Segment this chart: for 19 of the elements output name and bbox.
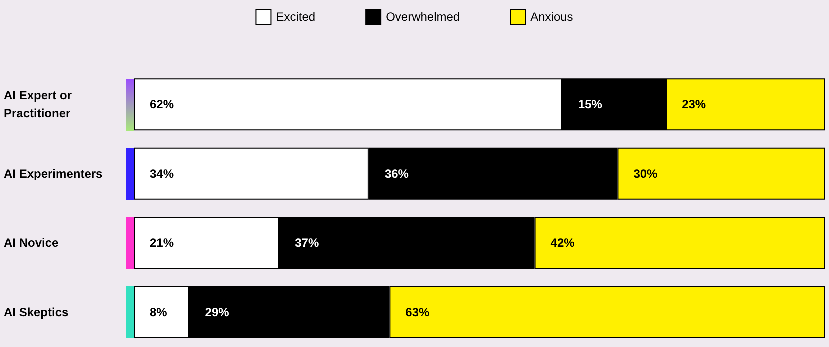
legend-label: Anxious (530, 10, 574, 24)
data-label: 63% (406, 305, 430, 320)
y-tick-label: AI Expert or Practitioner (4, 88, 76, 121)
data-label: 36% (384, 166, 410, 181)
data-label: 15% (578, 98, 603, 112)
y-tick-label: AI Novice (4, 236, 60, 250)
legend-label: Overwhelmed (386, 10, 460, 24)
data-label: 23% (682, 98, 706, 112)
y-tick-label: AI Experimenters (4, 166, 104, 181)
data-label: 34% (150, 166, 174, 181)
y-tick-label: AI Skeptics (4, 305, 70, 320)
data-label: 8% (150, 305, 168, 320)
data-label: 62% (150, 98, 174, 112)
data-label: 30% (634, 166, 658, 181)
data-label: 42% (550, 236, 576, 250)
data-label: 37% (295, 236, 320, 250)
legend-label: Excited (276, 10, 316, 24)
data-label: 21% (150, 236, 174, 250)
data-label: 29% (205, 305, 230, 320)
